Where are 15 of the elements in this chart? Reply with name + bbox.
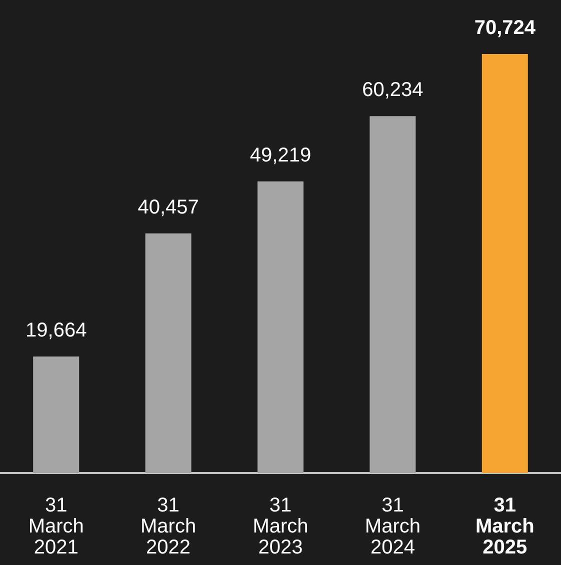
bar (33, 356, 80, 473)
x-tick-label: 31 March 2023 (252, 494, 308, 558)
data-label: 40,457 (138, 196, 199, 218)
data-label: 70,724 (474, 17, 536, 39)
x-tick-label: 31 March 2022 (140, 494, 196, 558)
data-label: 60,234 (362, 79, 424, 102)
data-label: 19,664 (26, 320, 87, 342)
x-tick-label: 31 March 2025 (475, 494, 534, 558)
bar (258, 181, 304, 473)
data-label: 49,219 (250, 144, 312, 166)
bar (482, 54, 528, 473)
x-tick-label: 31 March 2024 (364, 494, 420, 558)
bar (145, 233, 192, 473)
x-tick-label: 31 March 2021 (28, 494, 84, 558)
bar (370, 116, 416, 473)
